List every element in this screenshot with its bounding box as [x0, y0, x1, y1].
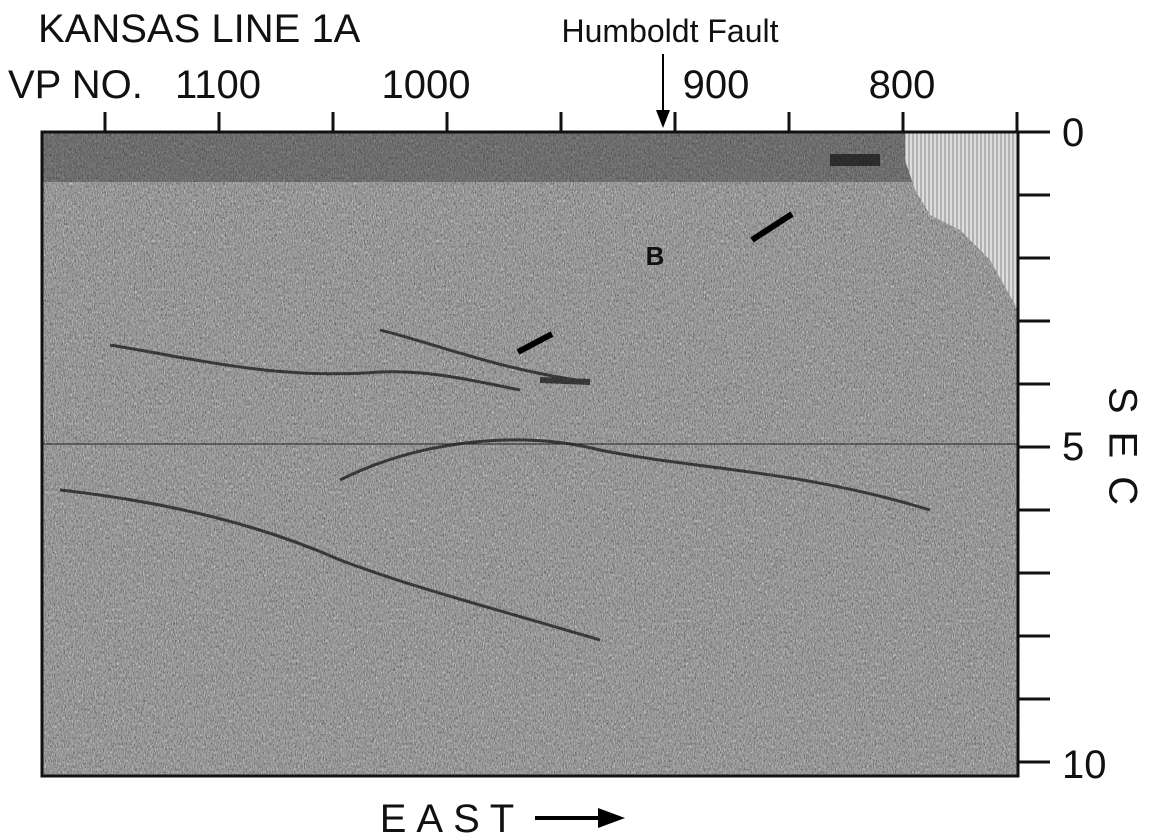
- fault-arrowhead: [656, 110, 670, 128]
- direction-arrowhead: [598, 808, 625, 828]
- time-tick-label: 10: [1062, 743, 1107, 787]
- figure-title: KANSAS LINE 1A: [38, 7, 361, 51]
- vp-tick-label: 1000: [382, 63, 471, 107]
- vp-tick-label: 800: [869, 63, 936, 107]
- vp-label: VP NO.: [8, 63, 143, 107]
- seismic-section: [42, 132, 1018, 776]
- time-tick-label: 5: [1062, 425, 1084, 469]
- fault-label: Humboldt Fault: [562, 13, 779, 49]
- section-texture: [42, 132, 1018, 776]
- seismic-figure: B KANSAS LINE 1A VP NO. 1100 1000 900 80…: [0, 0, 1150, 836]
- time-tick-label: 0: [1062, 111, 1084, 155]
- marker-label: B: [646, 241, 665, 271]
- time-axis-title: SEC: [1100, 387, 1144, 523]
- vp-tick-label: 900: [683, 63, 750, 107]
- direction-label: EAST: [380, 797, 524, 836]
- vp-tick-label: 1100: [175, 63, 261, 107]
